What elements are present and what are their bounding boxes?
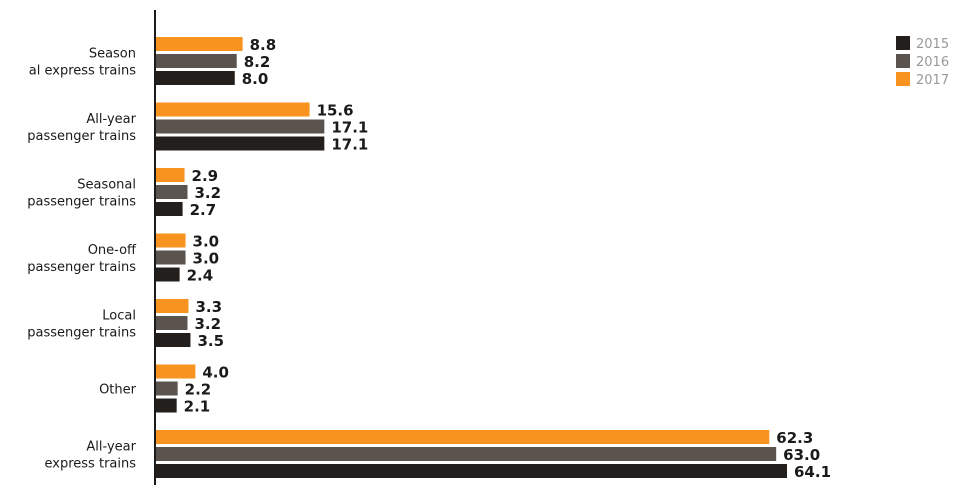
value-label-2017-cat-4: 3.3	[195, 298, 222, 316]
value-label-2015-cat-5: 2.1	[184, 398, 211, 416]
bar-2015-cat-2	[156, 202, 183, 216]
bar-2017-cat-6	[156, 430, 770, 444]
value-label-2016-cat-5: 2.2	[185, 381, 212, 399]
bar-2015-cat-4	[156, 333, 191, 347]
value-label-2016-cat-1: 17.1	[331, 119, 368, 137]
legend-swatch-2016	[896, 54, 910, 68]
bar-2017-cat-2	[156, 168, 185, 182]
value-label-2016-cat-0: 8.2	[244, 53, 271, 71]
value-label-2015-cat-4: 3.5	[197, 332, 224, 350]
bar-2015-cat-1	[156, 136, 325, 151]
bar-2015-cat-0	[156, 71, 235, 85]
value-label-2017-cat-1: 15.6	[317, 102, 354, 120]
bar-2016-cat-5	[156, 381, 178, 396]
value-label-2016-cat-2: 3.2	[195, 184, 222, 202]
bar-2015-cat-5	[156, 398, 177, 413]
value-label-2015-cat-3: 2.4	[187, 267, 214, 285]
legend-label-2017: 2017	[916, 73, 949, 88]
category-label-4-line-0: Local	[102, 309, 136, 324]
legend-label-2015: 2015	[916, 37, 949, 52]
bar-2016-cat-6	[156, 447, 777, 461]
category-label-3-line-1: passenger trains	[27, 260, 136, 275]
value-label-2016-cat-4: 3.2	[195, 315, 222, 333]
bar-2016-cat-3	[156, 250, 186, 265]
legend-swatch-2017	[896, 72, 910, 86]
bar-2016-cat-1	[156, 119, 325, 134]
value-label-2015-cat-6: 64.1	[794, 463, 831, 481]
value-label-2015-cat-2: 2.7	[190, 201, 217, 219]
value-label-2017-cat-2: 2.9	[192, 167, 219, 185]
category-label-4-line-1: passenger trains	[27, 326, 136, 341]
bar-2017-cat-3	[156, 233, 186, 248]
legend-swatch-2015	[896, 36, 910, 50]
value-label-2016-cat-3: 3.0	[193, 250, 220, 268]
bars-group: 8.88.28.015.617.117.12.93.22.73.03.02.43…	[156, 36, 831, 481]
value-label-2017-cat-6: 62.3	[776, 429, 813, 447]
value-label-2015-cat-1: 17.1	[331, 136, 368, 154]
category-label-0-line-0: Season	[89, 47, 136, 62]
bar-2017-cat-5	[156, 364, 196, 379]
category-label-1-line-0: All-year	[86, 112, 136, 127]
bar-2017-cat-0	[156, 37, 243, 51]
value-label-2016-cat-6: 63.0	[783, 446, 820, 464]
category-label-5-line-0: Other	[99, 383, 137, 398]
category-label-2-line-0: Seasonal	[77, 178, 136, 193]
bar-2017-cat-1	[156, 102, 310, 117]
value-label-2017-cat-3: 3.0	[193, 233, 220, 251]
bar-2016-cat-0	[156, 54, 237, 68]
category-label-6-line-0: All-year	[86, 440, 136, 455]
category-labels-group: Seasonal express trainsAll-yearpassenger…	[27, 47, 137, 472]
category-label-6-line-1: express trains	[45, 457, 137, 472]
category-label-0-line-1: al express trains	[29, 64, 136, 79]
legend: 2015 2016 2017	[896, 36, 949, 88]
bar-2016-cat-4	[156, 316, 188, 330]
bar-2017-cat-4	[156, 299, 189, 313]
bar-2015-cat-6	[156, 464, 787, 478]
category-label-3-line-0: One-off	[88, 243, 137, 258]
legend-label-2016: 2016	[916, 55, 949, 70]
bar-2016-cat-2	[156, 185, 188, 199]
bar-2015-cat-3	[156, 267, 180, 282]
value-label-2017-cat-5: 4.0	[202, 364, 229, 382]
value-label-2017-cat-0: 8.8	[250, 36, 277, 54]
value-label-2015-cat-0: 8.0	[242, 70, 269, 88]
category-label-2-line-1: passenger trains	[27, 195, 136, 210]
category-label-1-line-1: passenger trains	[27, 129, 136, 144]
